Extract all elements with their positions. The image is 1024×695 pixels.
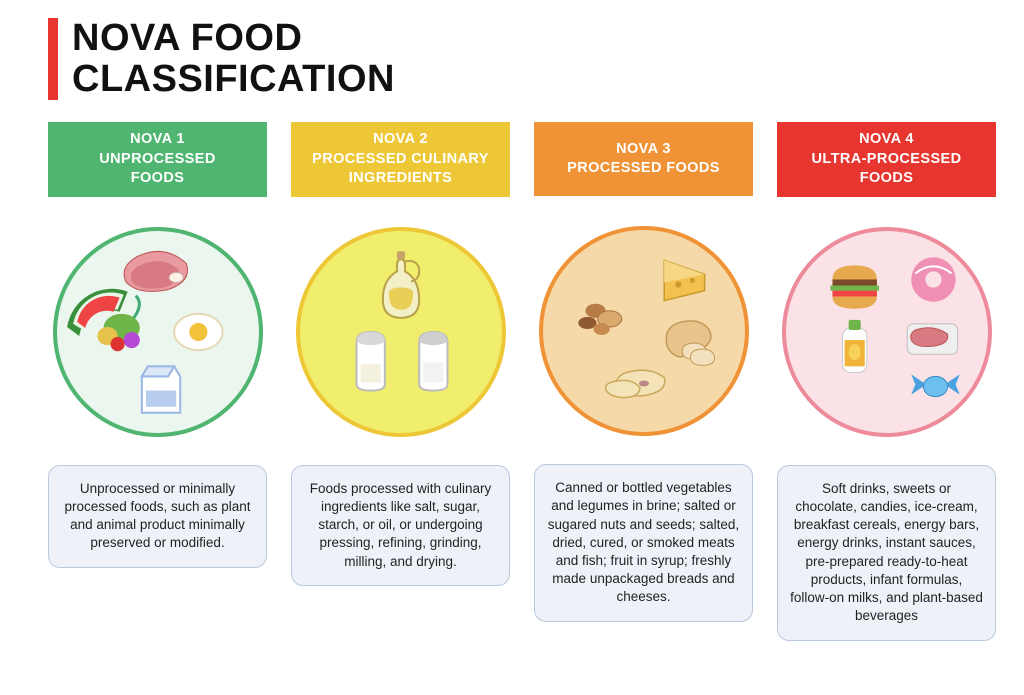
soft-drink-icon: [842, 320, 866, 373]
description-2: Foods processed with culinary ingredient…: [291, 465, 510, 586]
cheese-icon: [664, 260, 704, 300]
header-nova-4: NOVA 4 ULTRA-PROCESSED FOODS: [777, 122, 996, 197]
column-nova-2: NOVA 2 PROCESSED CULINARY INGREDIENTS: [291, 122, 510, 640]
header-line: FOODS: [860, 169, 914, 189]
oil-bottle-icon: [382, 251, 418, 318]
header-line: FOODS: [131, 169, 185, 189]
illustration-circle-4: [782, 227, 992, 437]
header-line: ULTRA-PROCESSED: [812, 150, 962, 170]
ultra-processed-illustration: [786, 231, 988, 433]
illustration-circle-3: [539, 226, 749, 436]
description-4: Soft drinks, sweets or chocolate, candie…: [777, 465, 996, 641]
column-nova-4: NOVA 4 ULTRA-PROCESSED FOODS: [777, 122, 996, 640]
title-row: NOVA FOOD CLASSIFICATION: [48, 18, 996, 100]
header-line: INGREDIENTS: [349, 169, 453, 189]
header-nova-2: NOVA 2 PROCESSED CULINARY INGREDIENTS: [291, 122, 510, 197]
milk-carton-icon: [141, 366, 179, 412]
accent-bar: [48, 18, 58, 100]
header-line: NOVA 2: [373, 130, 428, 150]
processed-foods-illustration: [543, 230, 745, 432]
header-nova-3: NOVA 3 PROCESSED FOODS: [534, 122, 753, 196]
column-nova-3: NOVA 3 PROCESSED FOODS: [534, 122, 753, 640]
header-line: NOVA 3: [616, 140, 671, 160]
header-nova-1: NOVA 1 UNPROCESSED FOODS: [48, 122, 267, 197]
dried-fruit-icon: [605, 370, 664, 397]
description-1: Unprocessed or minimally processed foods…: [48, 465, 267, 568]
column-nova-1: NOVA 1 UNPROCESSED FOODS: [48, 122, 267, 640]
header-line: NOVA 4: [859, 130, 914, 150]
title-line-1: NOVA FOOD: [72, 18, 395, 59]
burger-icon: [830, 265, 878, 308]
sugar-shaker-icon: [356, 332, 384, 391]
foods-illustration-1: [57, 231, 259, 433]
ingredients-illustration: [300, 231, 502, 433]
salt-shaker-icon: [419, 332, 447, 391]
header-line: UNPROCESSED: [99, 150, 215, 170]
packaged-meat-icon: [907, 324, 958, 354]
nuts-icon: [578, 304, 621, 335]
description-3: Canned or bottled vegetables and legumes…: [534, 464, 753, 622]
header-line: PROCESSED FOODS: [567, 159, 720, 179]
header-line: NOVA 1: [130, 130, 185, 150]
donut-icon: [911, 257, 955, 301]
egg-icon: [174, 314, 222, 350]
header-line: PROCESSED CULINARY: [312, 150, 489, 170]
page: NOVA FOOD CLASSIFICATION NOVA 1 UNPROCES…: [0, 0, 1024, 651]
illustration-circle-1: [53, 227, 263, 437]
title-line-2: CLASSIFICATION: [72, 59, 395, 100]
bread-icon: [666, 321, 714, 365]
columns: NOVA 1 UNPROCESSED FOODS: [48, 122, 996, 640]
candy-icon: [911, 374, 959, 396]
page-title: NOVA FOOD CLASSIFICATION: [72, 18, 395, 100]
meat-icon: [124, 251, 187, 291]
illustration-circle-2: [296, 227, 506, 437]
